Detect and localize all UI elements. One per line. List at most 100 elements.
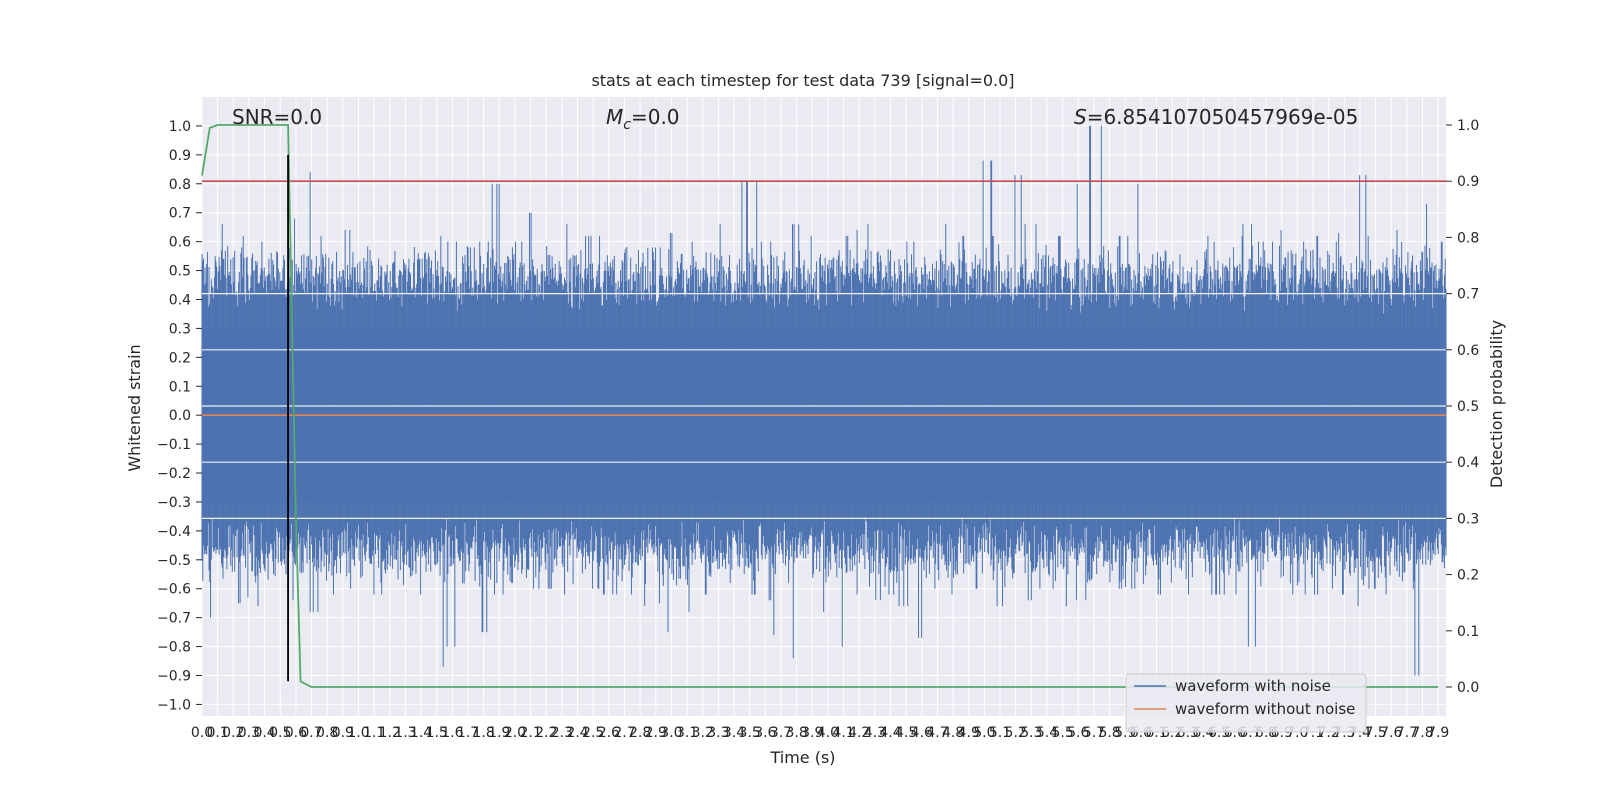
x-tick-label: 3.0 <box>660 725 682 741</box>
y-tick-label: 0.5 <box>169 264 191 280</box>
y-tick-label: 0.3 <box>169 321 191 337</box>
x-tick-label: 4.4 <box>879 725 901 741</box>
x-tick-label: 5.5 <box>1051 725 1073 741</box>
legend-label-with-noise: waveform with noise <box>1175 677 1331 695</box>
s-value: =6.854107050457969e-05 <box>1087 105 1359 129</box>
y2-tick-label: 0.1 <box>1457 624 1479 640</box>
y2-tick-label: 0.8 <box>1457 230 1479 246</box>
x-tick-label: 1.0 <box>347 725 369 741</box>
y2-tick-label: 1.0 <box>1457 118 1479 134</box>
x-tick-label: 4.5 <box>895 725 917 741</box>
x-tick-label: 3.7 <box>770 725 792 741</box>
x-tick-label: 3.1 <box>676 725 698 741</box>
x-tick-label: 1.6 <box>441 725 463 741</box>
chart-title: stats at each timestep for test data 739… <box>591 71 1014 90</box>
y2-tick-label: 0.3 <box>1457 511 1479 527</box>
y-tick-label: 0.9 <box>169 148 191 164</box>
x-tick-label: 4.8 <box>942 725 964 741</box>
x-tick-label: 7.8 <box>1411 725 1433 741</box>
chirp-mass-symbol: M <box>606 105 623 129</box>
y-tick-label: −0.7 <box>157 611 191 627</box>
x-tick-label: 4.7 <box>926 725 948 741</box>
x-tick-label: 0.9 <box>332 725 354 741</box>
x-tick-label: 2.3 <box>551 725 573 741</box>
x-tick-label: 0.6 <box>285 725 307 741</box>
legend-label-without-noise: waveform without noise <box>1175 700 1355 718</box>
x-tick-label: 4.6 <box>911 725 933 741</box>
x-tick-label: 5.3 <box>1020 725 1042 741</box>
y-tick-label: 0.2 <box>169 350 191 366</box>
y2-axis-ticks: 0.0 0.1 0.2 0.3 0.4 0.5 0.6 0.7 0.8 0.9 1.0 <box>1446 118 1479 696</box>
y-axis-ticks: −1.0 −0.9 −0.8 −0.7 −0.6 −0.5 −0.4 −0.3 −0.2 −0.1… <box>157 119 202 713</box>
x-tick-label: 4.2 <box>848 725 870 741</box>
y-tick-label: −0.1 <box>157 437 191 453</box>
x-tick-label: 2.4 <box>566 725 588 741</box>
x-tick-label: 2.7 <box>613 725 635 741</box>
y2-axis-label: Detection probability <box>1487 320 1506 488</box>
x-tick-label: 1.5 <box>426 725 448 741</box>
y-axis-label: Whitened strain <box>125 344 144 471</box>
y2-tick-label: 0.6 <box>1457 343 1479 359</box>
y2-tick-label: 0.4 <box>1457 455 1479 471</box>
chirp-mass-value: =0.0 <box>631 105 680 129</box>
x-tick-label: 0.2 <box>222 725 244 741</box>
y2-tick-label: 0.7 <box>1457 287 1479 303</box>
x-tick-label: 4.9 <box>958 725 980 741</box>
y-tick-label: −0.6 <box>157 582 191 598</box>
x-tick-label: 3.3 <box>707 725 729 741</box>
x-tick-label: 3.6 <box>754 725 776 741</box>
y-tick-label: 0.6 <box>169 235 191 251</box>
x-tick-label: 1.2 <box>379 725 401 741</box>
x-tick-label: 2.9 <box>645 725 667 741</box>
x-tick-label: 2.2 <box>535 725 557 741</box>
chirp-mass-annotation: Mc=0.0 <box>606 105 680 133</box>
x-tick-label: 7.9 <box>1427 725 1449 741</box>
y-tick-label: −0.3 <box>157 495 191 511</box>
legend: waveform with noise waveform without noi… <box>1125 673 1367 733</box>
x-tick-label: 5.0 <box>973 725 995 741</box>
x-tick-label: 5.1 <box>989 725 1011 741</box>
x-tick-label: 5.6 <box>1067 725 1089 741</box>
x-tick-label: 3.9 <box>801 725 823 741</box>
x-tick-label: 1.3 <box>394 725 416 741</box>
x-tick-label: 2.6 <box>598 725 620 741</box>
y-tick-label: 0.1 <box>169 379 191 395</box>
x-tick-label: 4.3 <box>864 725 886 741</box>
x-tick-label: 1.7 <box>457 725 479 741</box>
x-tick-label: 4.1 <box>832 725 854 741</box>
s-symbol: S <box>1074 105 1087 129</box>
y-tick-label: 1.0 <box>169 119 191 135</box>
snr-annotation: SNR=0.0 <box>232 105 322 129</box>
x-tick-label: 7.6 <box>1380 725 1402 741</box>
x-axis-ticks: 0.00.10.20.30.40.50.60.70.80.91.01.11.21… <box>191 725 1449 741</box>
x-tick-label: 7.7 <box>1396 725 1418 741</box>
x-tick-label: 1.1 <box>363 725 385 741</box>
x-tick-label: 5.7 <box>1083 725 1105 741</box>
x-tick-label: 7.5 <box>1364 725 1386 741</box>
x-tick-label: 5.8 <box>1098 725 1120 741</box>
y-tick-label: −0.9 <box>157 669 191 685</box>
s-annotation: S=6.854107050457969e-05 <box>1074 105 1358 129</box>
y-tick-label: 0.0 <box>169 408 191 424</box>
series-detection-probability <box>201 124 1439 688</box>
x-tick-label: 2.5 <box>582 725 604 741</box>
x-axis-label: Time (s) <box>769 748 835 767</box>
y-tick-label: −0.8 <box>157 640 191 656</box>
x-tick-label: 3.4 <box>723 725 745 741</box>
chirp-mass-subscript: c <box>623 117 631 133</box>
x-tick-label: 0.7 <box>300 725 322 741</box>
x-tick-label: 1.4 <box>410 725 432 741</box>
y-tick-label: −0.4 <box>157 524 191 540</box>
x-tick-label: 1.8 <box>473 725 495 741</box>
x-tick-label: 3.2 <box>692 725 714 741</box>
y-tick-label: −0.5 <box>157 553 191 569</box>
x-tick-label: 3.5 <box>739 725 761 741</box>
y2-tick-label: 0.5 <box>1457 399 1479 415</box>
y-tick-label: −0.2 <box>157 466 191 482</box>
y2-tick-label: 0.2 <box>1457 568 1479 584</box>
noise-spikes <box>201 125 1447 676</box>
x-tick-label: 0.8 <box>316 725 338 741</box>
x-tick-label: 0.5 <box>269 725 291 741</box>
x-tick-label: 0.3 <box>238 725 260 741</box>
